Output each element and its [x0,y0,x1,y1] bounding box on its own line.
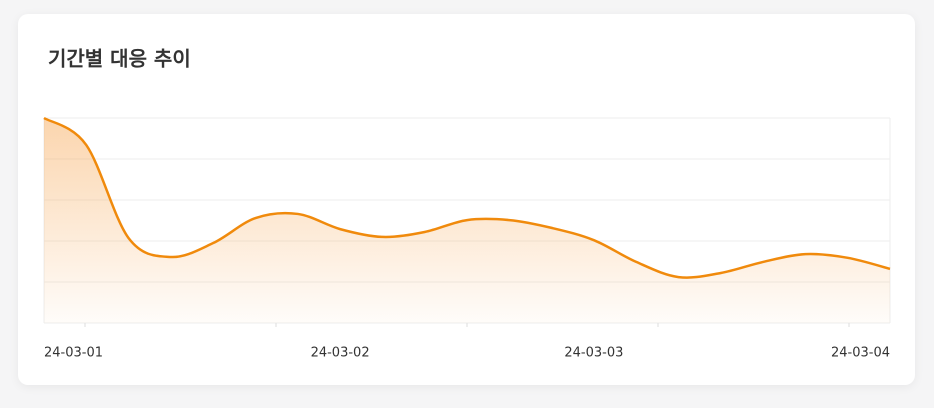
x-tick-label: 24-03-03 [564,346,623,361]
x-tick-label: 24-03-04 [831,346,890,361]
line [43,116,891,279]
x-tick-label: 24-03-01 [44,346,103,361]
x-tick-label: 24-03-02 [311,346,370,361]
chart-title: 기간별 대응 추이 [48,47,191,71]
